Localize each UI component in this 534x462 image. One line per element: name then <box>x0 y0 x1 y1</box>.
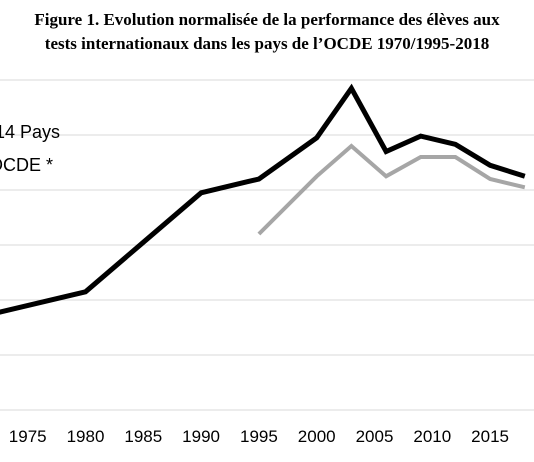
x-tick-label: 2010 <box>413 427 451 446</box>
x-tick-label: 2000 <box>298 427 336 446</box>
x-tick-label: 1980 <box>67 427 105 446</box>
chart-title-line-2: tests internationaux dans les pays de l’… <box>45 34 489 53</box>
plot-area <box>0 83 526 315</box>
x-tick-label: 1990 <box>182 427 220 446</box>
chart-title: Figure 1. Evolution normalisée de la per… <box>34 10 500 53</box>
series-line-14-pays <box>0 83 526 315</box>
legend: 14 Pays OCDE * <box>0 122 60 175</box>
legend-label-14-pays: 14 Pays <box>0 122 60 142</box>
x-tick-label: 1975 <box>9 427 47 446</box>
x-axis: 1975 1980 1985 1990 1995 2000 2005 2010 2015 <box>9 427 509 446</box>
x-tick-label: 2005 <box>356 427 394 446</box>
chart-title-line-1: Figure 1. Evolution normalisée de la per… <box>34 10 500 29</box>
legend-label-ocde: OCDE * <box>0 155 53 175</box>
x-tick-label: 2015 <box>471 427 509 446</box>
gridlines <box>0 79 534 411</box>
x-tick-label: 1995 <box>240 427 278 446</box>
x-tick-label: 1985 <box>124 427 162 446</box>
series-line-ocde <box>257 143 526 236</box>
